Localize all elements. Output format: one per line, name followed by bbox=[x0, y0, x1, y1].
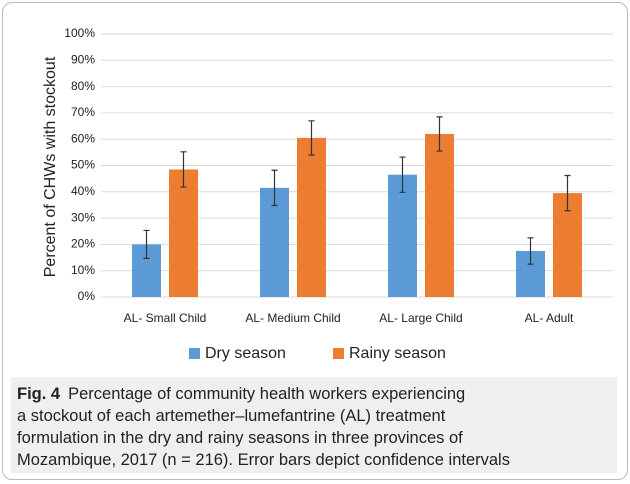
caption-text: Percentage of community health workers e… bbox=[68, 385, 466, 403]
y-tick-label: 30% bbox=[71, 210, 95, 224]
x-tick-label: AL- Small Child bbox=[124, 311, 207, 325]
error-bar bbox=[143, 229, 150, 259]
legend-label: Rainy season bbox=[349, 345, 446, 362]
y-tick-label: 20% bbox=[71, 237, 95, 251]
bar bbox=[297, 137, 326, 297]
y-tick-label: 40% bbox=[71, 184, 95, 198]
y-tick-label: 90% bbox=[71, 52, 95, 66]
caption-line: Mozambique, 2017 (n = 216). Error bars d… bbox=[17, 451, 510, 469]
legend-label: Dry season bbox=[205, 345, 286, 362]
caption-line: Fig. 4 Percentage of community health wor… bbox=[17, 383, 611, 405]
bar bbox=[388, 174, 417, 297]
error-bar bbox=[308, 120, 315, 156]
x-tick-label: AL- Large Child bbox=[379, 311, 462, 325]
y-tick-label: 80% bbox=[71, 79, 95, 93]
x-tick-label: AL- Medium Child bbox=[245, 311, 340, 325]
legend-swatch bbox=[333, 348, 344, 359]
caption: Fig. 4 Percentage of community health wor… bbox=[11, 377, 617, 473]
caption-label: Fig. 4 bbox=[17, 385, 61, 403]
chart: Percent of CHWs with stockout 0% 10% 20% 30… bbox=[42, 26, 613, 362]
error-bar bbox=[564, 174, 571, 212]
y-tick-label: 10% bbox=[71, 263, 95, 277]
error-bar bbox=[399, 156, 406, 193]
y-tick-label: 50% bbox=[71, 158, 95, 172]
error-bar bbox=[271, 169, 278, 207]
bar bbox=[169, 169, 198, 297]
caption-line: a stockout of each artemether–lumefantri… bbox=[17, 407, 446, 425]
y-tick-label: 0% bbox=[78, 289, 96, 303]
legend-swatch bbox=[189, 348, 200, 359]
bar bbox=[425, 133, 454, 297]
error-bar bbox=[527, 237, 534, 265]
y-tick-label: 70% bbox=[71, 105, 95, 119]
error-bar bbox=[180, 151, 187, 188]
x-tick-label: AL- Adult bbox=[525, 311, 574, 325]
caption-line: formulation in the dry and rainy seasons… bbox=[17, 429, 463, 447]
y-tick-label: 100% bbox=[64, 26, 95, 40]
y-tick-label: 60% bbox=[71, 131, 95, 145]
y-axis-label: Percent of CHWs with stockout bbox=[42, 56, 59, 277]
error-bar bbox=[436, 116, 443, 152]
